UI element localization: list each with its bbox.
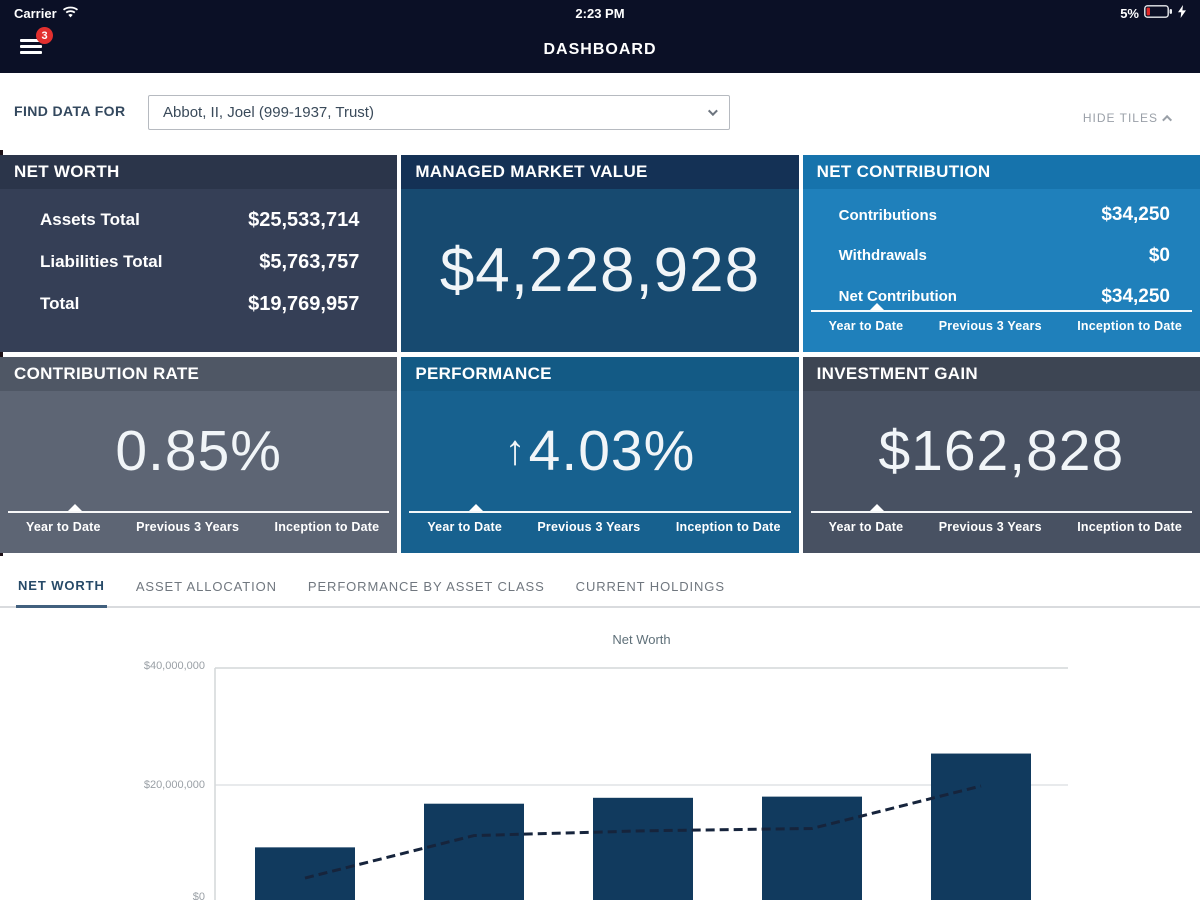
chevron-down-icon: [707, 106, 718, 117]
tile-managed-market-value-title: MANAGED MARKET VALUE: [401, 155, 799, 189]
period-tab-ytd[interactable]: Year to Date: [26, 520, 101, 534]
period-tab-prev3y[interactable]: Previous 3 Years: [938, 520, 1042, 534]
wifi-icon: [62, 5, 79, 21]
active-period-marker-icon: [870, 303, 885, 310]
period-tab-ytd[interactable]: Year to Date: [828, 319, 904, 333]
tile-performance[interactable]: PERFORMANCE ↑4.03% Year to Date Previous…: [401, 357, 799, 553]
period-tabs: Year to Date Previous 3 Years Inception …: [401, 504, 798, 553]
carrier-label: Carrier: [14, 5, 57, 21]
battery-percent: 5%: [1120, 5, 1139, 21]
bar-net-worth-1: [424, 803, 524, 900]
notification-badge: 3: [36, 27, 53, 44]
period-tab-prev3y[interactable]: Previous 3 Years: [537, 520, 641, 534]
period-tab-prev3y[interactable]: Previous 3 Years: [136, 520, 240, 534]
tile-net-contribution[interactable]: NET CONTRIBUTION Contributions $34,250 W…: [802, 155, 1200, 352]
y-axis-tick-0: $0: [192, 891, 205, 900]
net-worth-chart: Net Worth $40,000,000 $20,000,000 $0: [0, 620, 1200, 900]
tab-net-worth[interactable]: NET WORTH: [16, 578, 107, 608]
bar-net-worth-3: [762, 796, 862, 900]
hide-tiles-label: HIDE TILES: [1082, 111, 1158, 125]
summary-tiles: NET WORTH Assets Total $25,533,714 Liabi…: [0, 155, 1200, 553]
tile-investment-gain[interactable]: INVESTMENT GAIN $162,828 Year to Date Pr…: [802, 357, 1200, 553]
y-axis-tick-40m: $40,000,000: [143, 660, 205, 672]
net-worth-row-total: Total $19,769,957: [40, 292, 360, 315]
net-contribution-row-withdrawals: Withdrawals $0: [838, 244, 1170, 266]
tab-performance-by-asset-class[interactable]: PERFORMANCE BY ASSET CLASS: [307, 579, 545, 594]
status-bar: Carrier 2:23 PM 5%: [0, 0, 1200, 26]
investment-gain-value: $162,828: [878, 419, 1125, 483]
clock: 2:23 PM: [575, 5, 625, 21]
active-period-marker-icon: [67, 504, 82, 511]
period-tab-ytd[interactable]: Year to Date: [427, 520, 502, 534]
net-worth-row-assets: Assets Total $25,533,714: [40, 208, 360, 231]
tile-net-worth[interactable]: NET WORTH Assets Total $25,533,714 Liabi…: [0, 155, 398, 352]
top-bar: Carrier 2:23 PM 5%: [0, 0, 1200, 73]
tile-net-contribution-title: NET CONTRIBUTION: [802, 155, 1200, 189]
hamburger-icon: [20, 39, 42, 42]
active-period-marker-icon: [469, 504, 484, 511]
y-axis-tick-20m: $20,000,000: [143, 779, 205, 791]
tile-contribution-rate[interactable]: CONTRIBUTION RATE 0.85% Year to Date Pre…: [0, 357, 398, 553]
bar-net-worth-0: [255, 847, 355, 900]
tile-net-worth-title: NET WORTH: [0, 155, 398, 189]
active-period-marker-icon: [870, 504, 885, 511]
chart-plot-area: [214, 667, 1068, 900]
period-tabs: Year to Date Previous 3 Years Inception …: [0, 504, 397, 553]
entity-dropdown-value: Abbot, II, Joel (999-1937, Trust): [163, 104, 374, 121]
nav-bar: 3 DASHBOARD: [0, 26, 1200, 73]
tile-managed-market-value[interactable]: MANAGED MARKET VALUE $4,228,928: [401, 155, 799, 352]
bar-net-worth-4: [931, 753, 1031, 900]
period-tab-inception[interactable]: Inception to Date: [1077, 319, 1182, 333]
net-contribution-row-net: Net Contribution $34,250: [838, 285, 1170, 307]
period-tab-prev3y[interactable]: Previous 3 Years: [938, 319, 1042, 333]
period-tabs: Year to Date Previous 3 Years Inception …: [803, 504, 1200, 553]
managed-market-value-amount: $4,228,928: [439, 236, 761, 305]
chevron-up-icon: [1162, 114, 1173, 125]
section-tab-bar: NET WORTH ASSET ALLOCATION PERFORMANCE B…: [0, 562, 1200, 608]
tile-investment-gain-title: INVESTMENT GAIN: [802, 357, 1200, 391]
find-data-label: FIND DATA FOR: [14, 103, 126, 119]
tab-asset-allocation[interactable]: ASSET ALLOCATION: [135, 579, 277, 594]
entity-dropdown[interactable]: Abbot, II, Joel (999-1937, Trust): [148, 95, 730, 130]
battery-icon: [1144, 5, 1173, 21]
period-tab-inception[interactable]: Inception to Date: [1077, 520, 1182, 534]
menu-button[interactable]: 3: [20, 27, 53, 62]
up-arrow-icon: ↑: [504, 426, 527, 473]
net-contribution-row-contributions: Contributions $34,250: [838, 204, 1170, 226]
tile-contribution-rate-title: CONTRIBUTION RATE: [0, 357, 398, 391]
contribution-rate-value: 0.85%: [115, 419, 282, 483]
hide-tiles-button[interactable]: HIDE TILES: [1082, 111, 1173, 125]
period-tab-ytd[interactable]: Year to Date: [828, 520, 904, 534]
tab-current-holdings[interactable]: CURRENT HOLDINGS: [575, 579, 725, 594]
tile-performance-title: PERFORMANCE: [401, 357, 799, 391]
performance-value: ↑4.03%: [504, 419, 696, 483]
screen-edge-strip: [0, 150, 3, 556]
period-tab-inception[interactable]: Inception to Date: [274, 520, 380, 534]
period-tabs: Year to Date Previous 3 Years Inception …: [803, 303, 1200, 352]
chart-title: Net Worth: [612, 632, 671, 647]
bar-net-worth-2: [593, 797, 693, 900]
find-data-toolbar: FIND DATA FOR Abbot, II, Joel (999-1937,…: [0, 73, 1200, 151]
period-tab-inception[interactable]: Inception to Date: [675, 520, 781, 534]
net-worth-row-liabilities: Liabilities Total $5,763,757: [40, 250, 360, 273]
page-title: DASHBOARD: [543, 40, 657, 58]
charging-bolt-icon: [1178, 5, 1186, 21]
trend-line: [304, 784, 982, 880]
